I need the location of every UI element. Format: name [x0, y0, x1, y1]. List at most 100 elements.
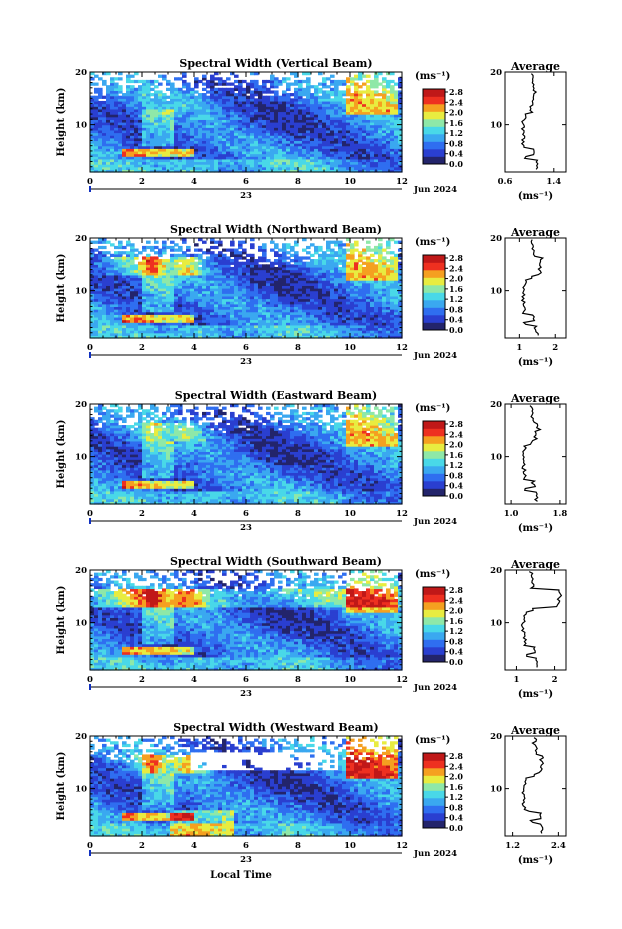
heatmap-cell — [106, 277, 111, 281]
heatmap-cell — [194, 95, 199, 99]
heatmap-cell — [314, 306, 319, 310]
heatmap-cell — [338, 106, 343, 110]
heatmap-cell — [242, 261, 247, 265]
heatmap-cell — [346, 108, 351, 113]
heatmap-cell — [258, 245, 263, 250]
heatmap-cell — [270, 314, 275, 318]
heatmap-cell — [190, 106, 195, 110]
heatmap-cell — [186, 150, 191, 155]
heatmap-cell — [130, 306, 135, 310]
heatmap-cell — [394, 95, 399, 99]
heatmap-cell — [122, 150, 127, 155]
heatmap-cell — [134, 282, 139, 286]
heatmap-cell — [198, 161, 203, 165]
heatmap-cell — [166, 322, 171, 326]
heatmap-cell — [114, 253, 119, 258]
heatmap-cell — [330, 132, 335, 136]
heatmap-cell — [362, 82, 367, 86]
heatmap-cell — [194, 169, 199, 173]
heatmap-cell — [170, 153, 175, 157]
heatmap-cell — [338, 290, 343, 294]
heatmap-cell — [274, 277, 279, 281]
heatmap-cell — [278, 98, 283, 102]
heatmap-cell — [262, 135, 267, 139]
heatmap-cell — [398, 79, 403, 84]
heatmap-cell — [334, 114, 339, 118]
heatmap-cell — [94, 295, 99, 300]
heatmap-cell — [378, 145, 383, 149]
heatmap-cell — [282, 119, 287, 123]
heatmap-cell — [174, 243, 179, 247]
heatmap-cell — [330, 330, 335, 334]
heatmap-cell — [194, 106, 199, 110]
heatmap-cell — [206, 261, 211, 265]
heatmap-cell — [194, 274, 199, 279]
heatmap-cell — [342, 259, 347, 263]
heatmap-cell — [170, 140, 175, 144]
heatmap-cell — [270, 119, 275, 123]
heatmap-cell — [190, 280, 195, 284]
heatmap-cell — [238, 314, 243, 318]
heatmap-cell — [94, 259, 99, 263]
heatmap-cell — [210, 114, 215, 118]
heatmap-cell — [266, 79, 271, 84]
heatmap-cell — [234, 119, 239, 123]
heatmap-cell — [110, 335, 115, 339]
heatmap-cell — [294, 145, 299, 149]
heatmap-cell — [210, 309, 215, 313]
heatmap-cell — [226, 248, 231, 252]
heatmap-cell — [166, 327, 171, 331]
heatmap-cell — [326, 114, 331, 118]
heatmap-cell — [150, 145, 155, 149]
heatmap-cell — [282, 264, 287, 268]
heatmap-cell — [154, 143, 159, 147]
heatmap-cell — [182, 282, 187, 286]
heatmap-cell — [114, 285, 119, 289]
heatmap-cell — [302, 322, 307, 326]
heatmap-cell — [174, 288, 179, 292]
heatmap-cell — [210, 82, 215, 86]
heatmap-cell — [298, 166, 303, 170]
heatmap-cell — [122, 98, 127, 102]
heatmap-cell — [98, 122, 103, 126]
heatmap-cell — [214, 282, 219, 286]
heatmap-cell — [350, 324, 355, 329]
heatmap-cell — [330, 327, 335, 331]
heatmap-cell — [302, 274, 307, 279]
heatmap-cell — [306, 143, 311, 147]
heatmap-cell — [282, 311, 287, 315]
heatmap-cell — [162, 132, 167, 136]
heatmap-cell — [210, 303, 215, 308]
heatmap-cell — [238, 150, 243, 155]
heatmap-cell — [258, 306, 263, 310]
heatmap-cell — [338, 330, 343, 334]
heatmap-cell — [186, 272, 191, 276]
heatmap-cell — [114, 269, 119, 273]
heatmap-cell — [150, 79, 155, 84]
heatmap-cell — [250, 122, 255, 126]
heatmap-cell — [366, 111, 371, 115]
heatmap-cell — [294, 322, 299, 326]
heatmap-cell — [126, 100, 131, 105]
heatmap-cell — [190, 140, 195, 144]
heatmap-cell — [102, 330, 107, 334]
heatmap-cell — [314, 111, 319, 115]
heatmap-cell — [210, 137, 215, 142]
heatmap-cell — [150, 248, 155, 252]
heatmap-cell — [318, 103, 323, 107]
heatmap-cell — [110, 137, 115, 142]
heatmap-cell — [210, 332, 215, 336]
heatmap-cell — [346, 280, 351, 284]
heatmap-cell — [130, 129, 135, 134]
heatmap-cell — [294, 116, 299, 120]
heatmap-cell — [222, 148, 227, 152]
heatmap-cell — [314, 108, 319, 113]
heatmap-cell — [286, 264, 291, 268]
heatmap-cell — [370, 169, 375, 173]
heatmap-cell — [106, 135, 111, 139]
heatmap-cell — [110, 301, 115, 305]
heatmap-cell — [142, 161, 147, 165]
heatmap-cell — [170, 135, 175, 139]
heatmap-cell — [278, 124, 283, 128]
